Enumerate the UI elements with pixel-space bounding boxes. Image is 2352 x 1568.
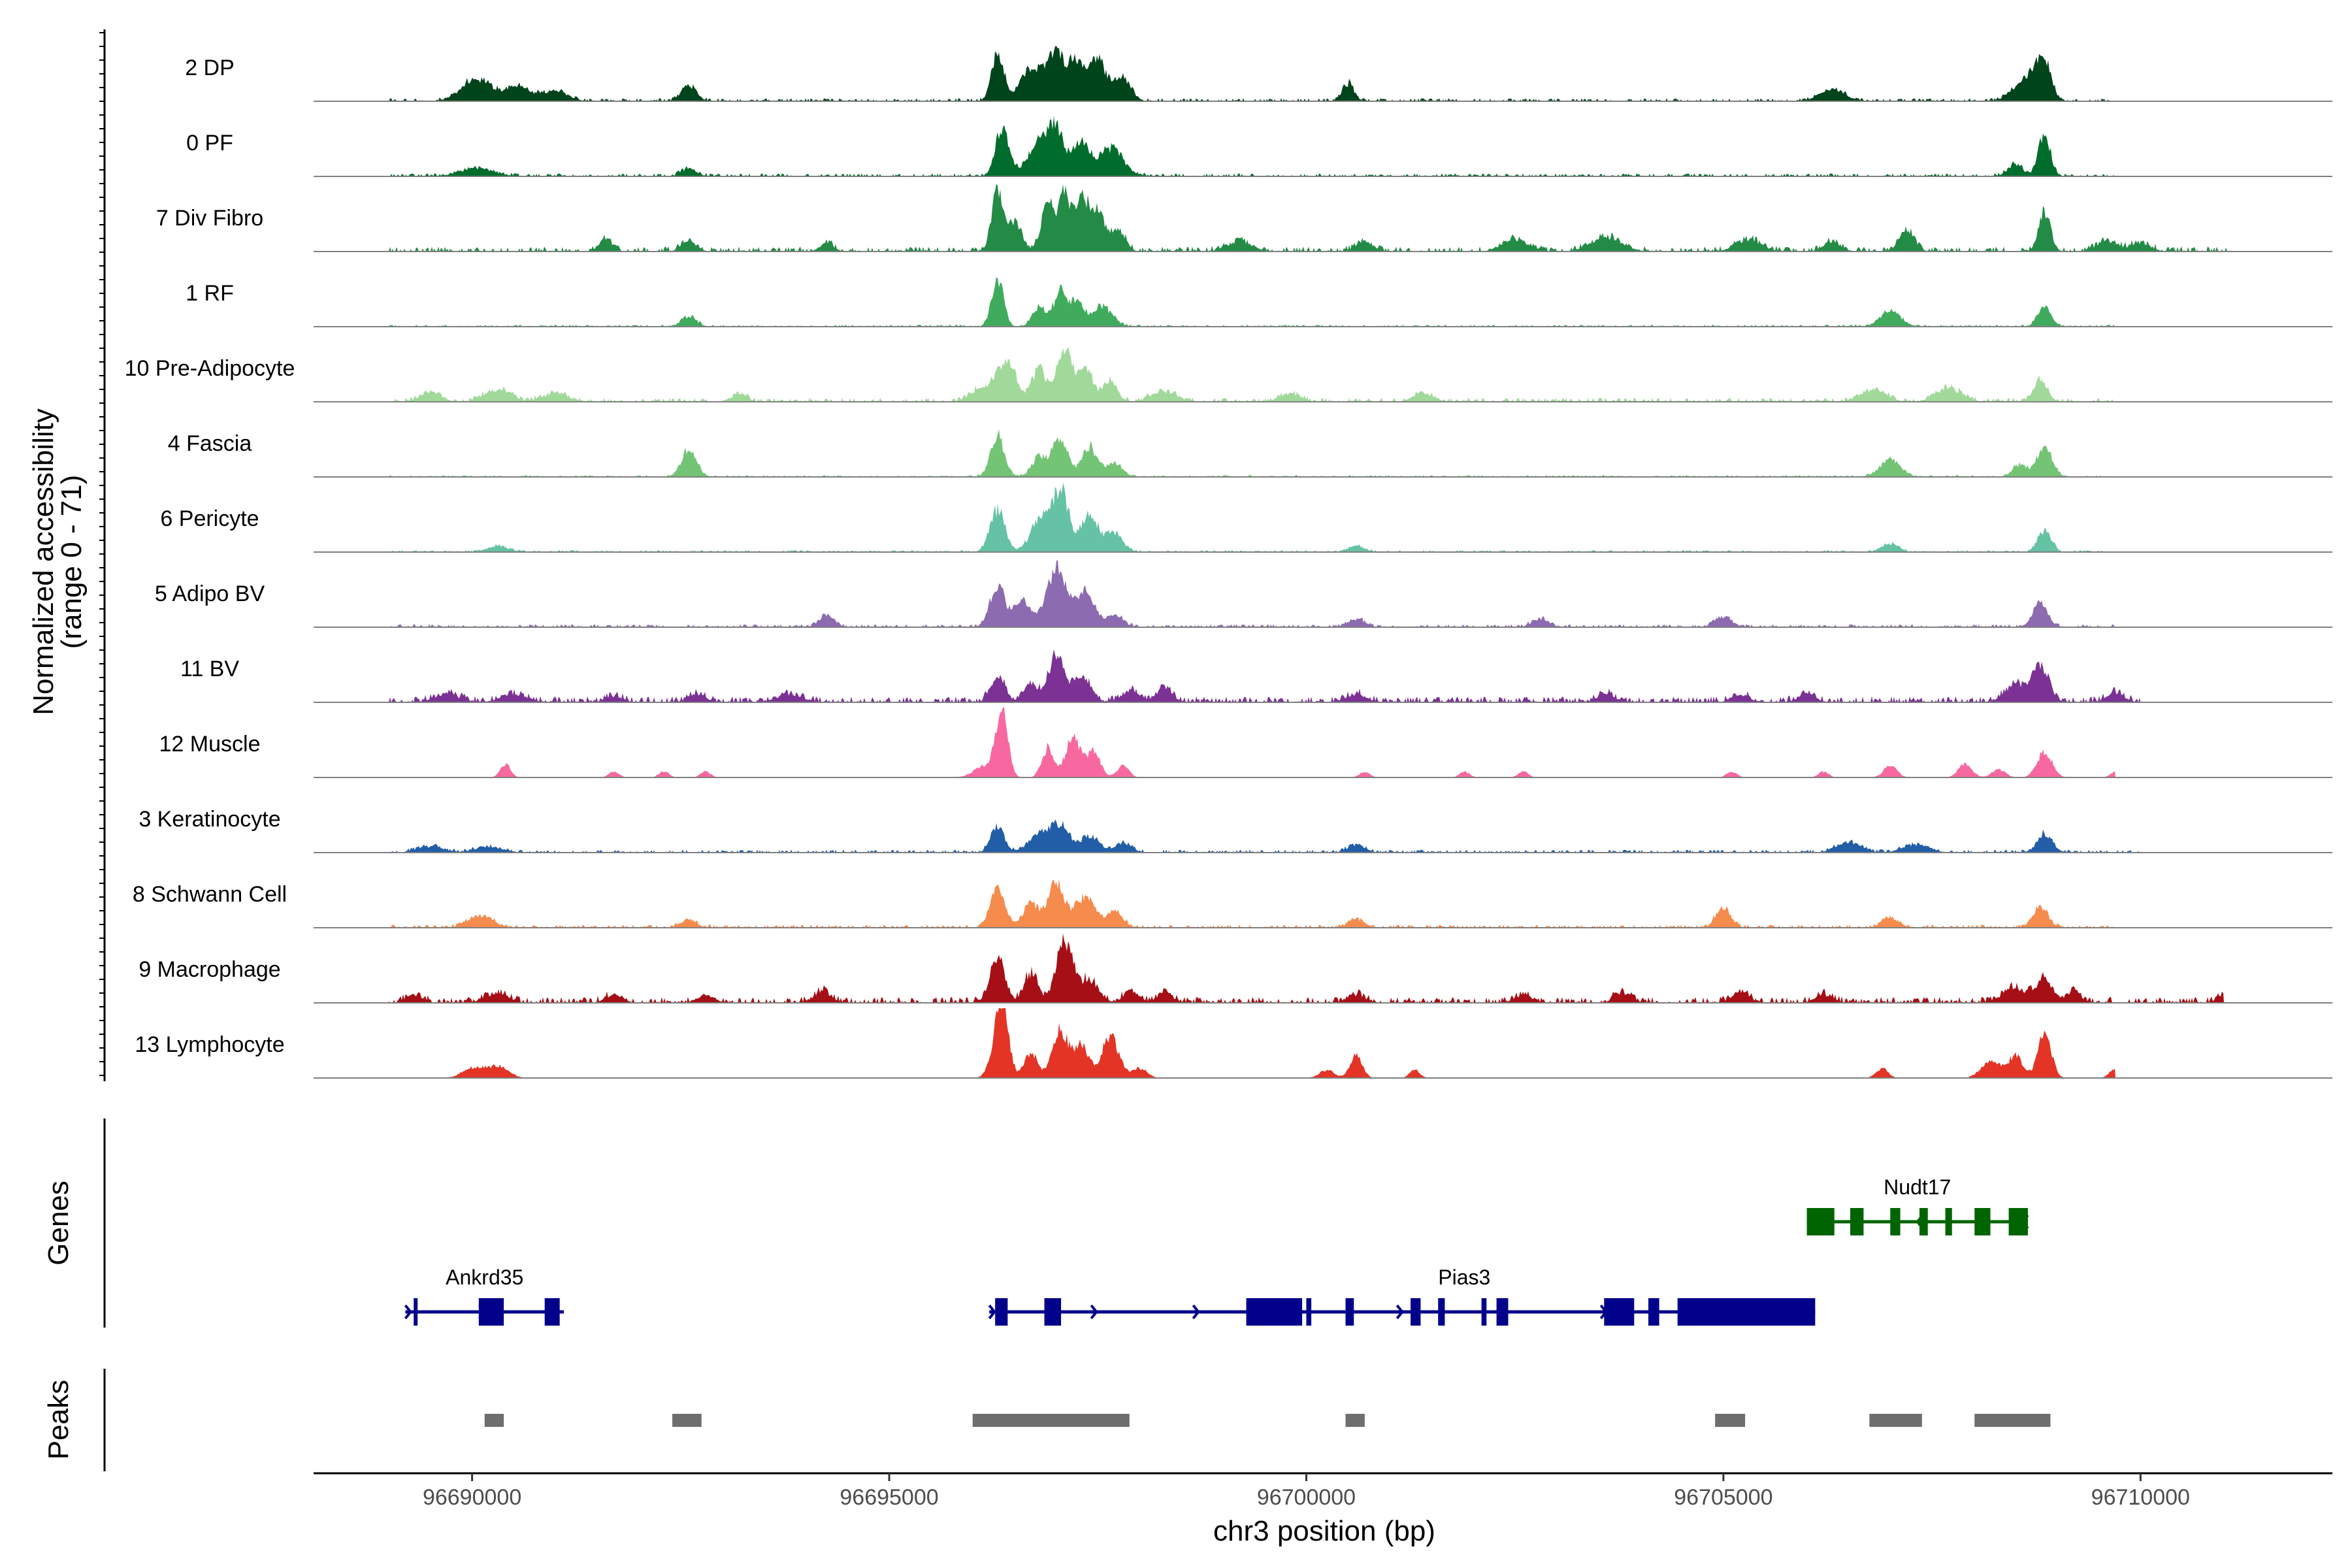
coverage-y-ticks: [99, 32, 105, 1076]
coverage-area: [388, 649, 2141, 702]
track-label: 10 Pre-Adipocyte: [125, 356, 295, 381]
gene-models: Nudt17 Ankrd35 Pias3: [404, 1175, 2029, 1326]
gene-exon: [478, 1298, 504, 1326]
x-axis-ticks: 96690000 96695000 96700000 96705000 96710000: [423, 1473, 2190, 1510]
y-axis-title: Normalized accessibility: [27, 408, 59, 715]
coverage-area: [388, 560, 2116, 627]
peak-region-bar: [1345, 1414, 1365, 1427]
coverage-tracks: [314, 46, 2332, 1079]
coverage-area: [388, 277, 2116, 327]
track-label: 11 BV: [180, 657, 239, 681]
coverage-area: [388, 708, 2116, 777]
x-tick-label: 96700000: [1257, 1485, 1356, 1510]
track-label: 8 Schwann Cell: [133, 882, 287, 907]
coverage-area: [388, 933, 2225, 1003]
strand-chevron: [1192, 1304, 1200, 1320]
coverage-area: [388, 878, 2116, 928]
track-label: 2 DP: [185, 56, 235, 80]
coverage-area: [388, 819, 2141, 853]
strand-chevron: [404, 1304, 413, 1320]
coverage-area: [388, 346, 2116, 402]
track-label: 3 Keratinocyte: [139, 807, 280, 832]
track-label: 9 Macrophage: [139, 957, 280, 982]
peak-region-bar: [1974, 1414, 2051, 1427]
strand-chevron: [988, 1304, 996, 1320]
x-tick-label: 96695000: [840, 1485, 938, 1510]
x-tick-label: 96705000: [1674, 1485, 1772, 1510]
genes-panel-title: Genes: [42, 1181, 74, 1266]
gene-exon: [1890, 1208, 1901, 1235]
peak-region-bar: [1715, 1414, 1746, 1427]
gene-exon: [1481, 1298, 1487, 1326]
gene-exon: [2008, 1208, 2028, 1235]
gene-exon: [1044, 1298, 1062, 1326]
gene-exon: [1648, 1298, 1659, 1326]
gene-exon: [1306, 1298, 1312, 1326]
coverage-area: [388, 1008, 2116, 1078]
gene-exon: [1246, 1298, 1303, 1326]
y-axis-subtitle: (range 0 - 71): [56, 475, 88, 649]
x-tick-label: 96710000: [2091, 1485, 2190, 1510]
track-label: 7 Div Fibro: [156, 206, 263, 231]
gene-exon: [1974, 1208, 1991, 1235]
gene-exon: [1604, 1298, 1635, 1326]
gene-exon: [1919, 1208, 1928, 1235]
track-label: 0 PF: [186, 131, 233, 155]
gene-exon: [1850, 1208, 1864, 1235]
peak-region-bar: [972, 1414, 1130, 1427]
gene-name-label: Ankrd35: [446, 1266, 523, 1289]
gene-exon: [1411, 1298, 1421, 1326]
peaks-panel-title: Peaks: [42, 1380, 74, 1460]
strand-chevron: [1090, 1304, 1098, 1320]
track-label: 1 RF: [186, 281, 234, 306]
track-labels: 2 DP 0 PF 7 Div Fibro 1 RF 10 Pre-Adipocyte 4…: [125, 56, 295, 1057]
coverage-area: [388, 429, 2116, 477]
gene-exon: [544, 1298, 560, 1326]
gene-exon: [1806, 1208, 1835, 1235]
track-label: 13 Lymphocyte: [135, 1032, 284, 1057]
track-label: 4 Fascia: [168, 431, 252, 456]
gene-exon: [1677, 1298, 1816, 1326]
coverage-area: [388, 482, 2116, 552]
gene-exon: [1496, 1298, 1509, 1326]
x-axis-title: chr3 position (bp): [1213, 1515, 1435, 1547]
gene-name-label: Nudt17: [1884, 1175, 1951, 1199]
peak-region-bar: [1869, 1414, 1922, 1427]
gene-exon: [414, 1298, 418, 1326]
peak-regions: [484, 1414, 2051, 1427]
strand-chevron: [1396, 1304, 1404, 1320]
gene-exon: [1345, 1298, 1354, 1326]
x-tick-label: 96690000: [423, 1485, 521, 1510]
coverage-area: [388, 46, 2116, 101]
peak-region-bar: [672, 1414, 702, 1427]
track-label: 5 Adipo BV: [155, 581, 265, 606]
gene-exon: [1438, 1298, 1445, 1326]
track-label: 12 Muscle: [159, 732, 261, 757]
coverage-area: [388, 116, 2116, 176]
gene-exon: [995, 1298, 1008, 1326]
coverage-area: [388, 184, 2232, 252]
gene-name-label: Pias3: [1438, 1266, 1490, 1289]
peak-region-bar: [484, 1414, 504, 1427]
track-label: 6 Pericyte: [160, 506, 259, 531]
gene-exon: [1945, 1208, 1952, 1235]
